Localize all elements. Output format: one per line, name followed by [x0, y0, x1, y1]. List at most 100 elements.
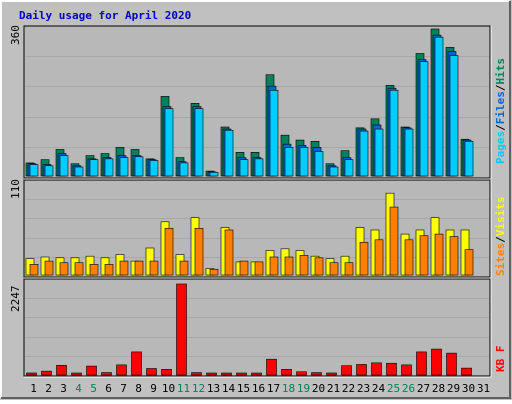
x-tick-label: 11	[177, 382, 190, 395]
x-tick-label: 25	[387, 382, 400, 395]
pages-bar	[164, 108, 174, 177]
pages-bar	[149, 160, 159, 177]
pages-bar	[59, 155, 69, 177]
panel-mid-max-label: 110	[9, 179, 22, 199]
sites-bar	[404, 239, 414, 276]
sites-bar	[44, 260, 54, 276]
pages-bar	[179, 162, 189, 177]
kbytes-bar	[26, 372, 37, 376]
kbytes-bar	[116, 364, 127, 376]
x-tick-label: 24	[372, 382, 386, 395]
sites-bar	[269, 256, 279, 276]
x-tick-label: 28	[432, 382, 445, 395]
kbytes-bar	[146, 368, 157, 376]
x-tick-label: 6	[105, 382, 112, 395]
x-tick-label: 27	[417, 382, 430, 395]
sites-bar	[104, 264, 114, 276]
sites-bar	[239, 260, 249, 276]
pages-bar	[104, 158, 114, 177]
pages-bar	[299, 147, 309, 177]
panel-top-bars	[25, 28, 474, 177]
pages-bar	[254, 158, 264, 177]
pages-bar	[329, 166, 339, 177]
x-tick-label: 26	[402, 382, 415, 395]
x-tick-label: 12	[192, 382, 205, 395]
sites-bar	[329, 262, 339, 276]
sites-bar	[209, 268, 219, 276]
panel-mid-legend: Sites/Visits	[494, 197, 507, 277]
kbytes-bar	[386, 362, 397, 376]
x-tick-label: 4	[75, 382, 82, 395]
x-tick-label: 15	[237, 382, 250, 395]
kbytes-bar	[206, 372, 217, 376]
x-tick-label: 8	[135, 382, 142, 395]
kbytes-bar	[131, 351, 142, 376]
panel-bot-max-label: 2247	[9, 286, 22, 313]
hits-files-pages-panel: 360 Pages/Files/Hits	[9, 25, 507, 180]
x-tick-label: 22	[342, 382, 355, 395]
pages-bar	[344, 159, 354, 177]
sites-bar	[419, 235, 429, 276]
pages-bar	[134, 156, 144, 177]
kbytes-bar	[416, 351, 427, 376]
kbytes-bar	[251, 372, 262, 376]
kbytes-bar	[221, 372, 232, 376]
pages-bar	[269, 89, 279, 177]
x-tick-label: 31	[477, 382, 490, 395]
x-tick-label: 16	[252, 382, 265, 395]
panel-top-legend: Pages/Files/Hits	[494, 58, 507, 164]
x-tick-label: 30	[462, 382, 475, 395]
x-tick-label: 17	[267, 382, 280, 395]
kbytes-bar	[56, 364, 67, 376]
x-tick-label: 20	[312, 382, 325, 395]
panel-bot-legend: KB F	[494, 346, 507, 373]
pages-bar	[74, 166, 84, 177]
kbytes-bar	[371, 362, 382, 376]
kbytes-bar	[326, 372, 337, 376]
kbytes-bar	[266, 358, 277, 376]
kbytes-bar	[431, 348, 442, 376]
pages-bar	[89, 159, 99, 177]
kbytes-bar	[161, 369, 172, 376]
kbytes-bar	[71, 372, 82, 376]
sites-bar	[149, 260, 159, 276]
sites-bar	[359, 241, 369, 276]
sites-bar	[344, 262, 354, 276]
x-tick-label: 5	[90, 382, 97, 395]
kbytes-bar	[461, 367, 472, 376]
kbytes-panel: 2247 KB F	[9, 278, 507, 378]
x-axis-day-labels: 1 2 3 4 5 6 7 8 9 10 11 12 13 14 15 16 17 18 19 20 21 22 23 24 2…	[30, 382, 490, 395]
x-tick-label: 23	[357, 382, 370, 395]
chart-title: Daily usage for April 2020	[19, 9, 191, 22]
x-tick-label: 21	[327, 382, 340, 395]
pages-bar	[404, 128, 414, 177]
sites-bar	[179, 260, 189, 276]
sites-bar	[134, 260, 144, 276]
kbytes-bar	[296, 371, 307, 376]
legend-entry: Hits	[494, 58, 507, 85]
legend-entry: KB F	[494, 346, 507, 373]
kbytes-bar	[446, 352, 457, 376]
pages-bar	[29, 164, 39, 177]
legend-entry: /	[494, 124, 507, 131]
kbytes-bar	[341, 365, 352, 376]
pages-bar	[434, 36, 444, 177]
sites-bar	[119, 260, 129, 276]
sites-bar	[59, 262, 69, 276]
x-tick-label: 9	[150, 382, 157, 395]
x-tick-label: 3	[60, 382, 67, 395]
panel-bot-bars	[26, 283, 472, 376]
x-tick-label: 10	[162, 382, 175, 395]
kbytes-bar	[401, 364, 412, 376]
sites-bar	[74, 262, 84, 276]
visits-sites-panel: 110 Sites/Visits	[9, 179, 507, 279]
pages-bar	[314, 151, 324, 177]
sites-bar	[389, 206, 399, 276]
sites-bar	[314, 257, 324, 276]
legend-entry: Files	[494, 91, 507, 124]
x-tick-label: 13	[207, 382, 220, 395]
x-tick-label: 1	[30, 382, 37, 395]
